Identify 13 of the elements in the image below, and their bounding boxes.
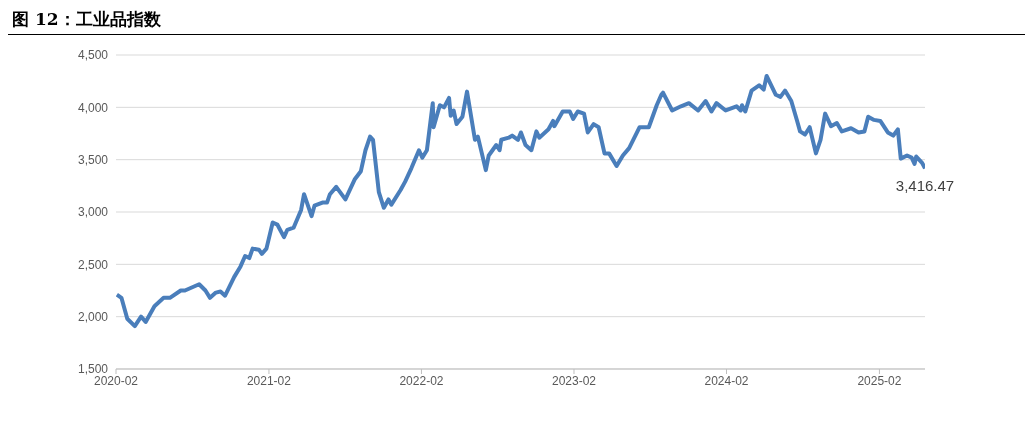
chart-title: 图 12：工业品指数 xyxy=(8,8,1025,35)
annotation: 3,416.47 xyxy=(895,177,955,195)
x-tick-label: 2025-02 xyxy=(857,373,902,388)
x-tick-label: 2023-02 xyxy=(551,373,597,388)
x-tick-label: 2021-02 xyxy=(246,373,292,388)
x-tick-label: 2024-02 xyxy=(704,373,749,388)
x-tick-label: 2022-02 xyxy=(399,373,444,388)
y-tick-label: 2,000 xyxy=(77,309,109,324)
y-tick-label: 3,500 xyxy=(77,152,109,167)
y-tick-label: 4,000 xyxy=(77,100,109,115)
y-tick-label: 3,000 xyxy=(77,205,109,220)
y-tick-label: 2,500 xyxy=(77,257,109,272)
y-tick-label: 4,500 xyxy=(77,48,109,63)
